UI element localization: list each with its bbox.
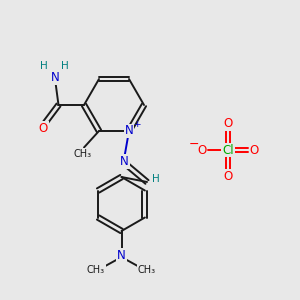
Text: O: O <box>224 170 232 183</box>
Text: N: N <box>117 249 126 262</box>
Text: N: N <box>51 70 60 84</box>
Text: −: − <box>188 138 199 151</box>
Text: O: O <box>224 117 232 130</box>
Text: Cl: Cl <box>222 143 234 157</box>
Text: H: H <box>61 61 69 71</box>
Text: H: H <box>40 61 48 71</box>
Text: CH₃: CH₃ <box>87 265 105 275</box>
Text: O: O <box>197 143 206 157</box>
Text: N: N <box>124 124 134 137</box>
Text: CH₃: CH₃ <box>138 265 156 275</box>
Text: H: H <box>152 174 159 184</box>
Text: O: O <box>250 143 259 157</box>
Text: +: + <box>133 120 140 129</box>
Text: CH₃: CH₃ <box>74 149 92 159</box>
Text: O: O <box>39 122 48 135</box>
Text: N: N <box>120 155 129 168</box>
